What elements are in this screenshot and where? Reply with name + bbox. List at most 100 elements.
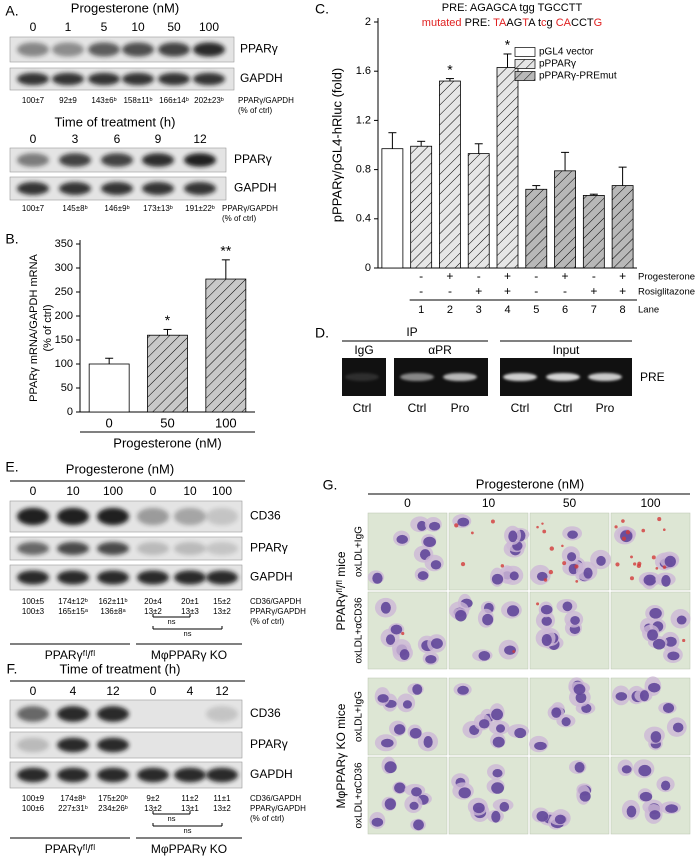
group-label: PPARγᶠˡ/ᶠˡ mice (334, 551, 348, 630)
treatment-sign: + (562, 269, 569, 283)
cell-nucleus (536, 810, 549, 822)
blot-label: GAPDH (240, 71, 283, 85)
blot-band (17, 542, 49, 555)
legend-label: pPPARγ-PREmut (539, 71, 617, 82)
blot-band (88, 42, 120, 57)
lane-label: 6 (114, 132, 121, 146)
cell-nucleus (621, 765, 632, 774)
blot-band (17, 72, 49, 86)
lane-label: 0 (150, 484, 157, 498)
ns-label: ns (168, 814, 176, 823)
lipid-droplet (549, 546, 554, 551)
cell-nucleus (377, 694, 389, 703)
group-label: MφPPARγ KO mice (334, 703, 348, 808)
y-tick-label: 2 (365, 16, 371, 28)
treatment-sign: - (534, 269, 538, 283)
cell-nucleus (534, 741, 547, 751)
cell-nucleus (472, 802, 485, 814)
quant-label: PPARγ/GAPDH (222, 204, 278, 213)
quant-label: PPARγ/GAPDH (238, 96, 294, 105)
quant-value: 100±6 (22, 804, 45, 813)
treatment-sign: + (590, 284, 597, 298)
lipid-droplet (614, 525, 618, 529)
cell-nucleus (478, 650, 491, 661)
blot-band (17, 737, 49, 753)
cell-nucleus (423, 735, 433, 748)
cell-nucleus (643, 574, 657, 586)
x-tick-label: 7 (591, 304, 597, 316)
panel-label: E. (5, 459, 18, 475)
panel-label: G. (323, 477, 338, 493)
cell-nucleus (394, 724, 406, 735)
quant-value: 20±4 (144, 597, 162, 606)
panel-title: Progesterone (nM) (71, 0, 179, 15)
cell-nucleus (409, 727, 422, 739)
blot-band (158, 42, 190, 57)
cell-nucleus (385, 634, 396, 646)
gel-band (443, 373, 477, 381)
lipid-droplet (512, 650, 516, 653)
bar (381, 148, 404, 269)
treatment-sign: + (619, 284, 626, 298)
lipid-droplet (657, 517, 662, 522)
quant-value: 13±1 (181, 804, 199, 813)
cell-nucleus (639, 791, 653, 802)
x-tick-label: 3 (476, 304, 482, 316)
cell-nucleus (491, 708, 504, 721)
blot-label: PPARγ (234, 152, 272, 166)
lipid-droplet (621, 536, 627, 541)
sequence-part: CCT (571, 17, 594, 29)
blot-band (174, 542, 206, 555)
blot-band (206, 706, 238, 722)
lipid-droplet (641, 528, 646, 533)
blot-band (57, 570, 89, 585)
blot-band (142, 182, 174, 195)
treatment-label: Progesterone (638, 272, 695, 283)
quant-value: 173±13ᵇ (143, 204, 173, 213)
y-tick-label: 1.2 (356, 114, 371, 126)
y-tick-label: 100 (55, 358, 73, 370)
y-tick-label: 300 (55, 262, 73, 274)
quant-value: 13±2 (144, 804, 162, 813)
lane-label: 10 (131, 20, 145, 34)
row-label: oxLDL+αCD36 (354, 597, 365, 664)
lane-label: 0 (150, 684, 157, 698)
cell-nucleus (412, 684, 423, 695)
treatment-label: Rosiglitazone (638, 287, 695, 298)
sequence-part: AG (506, 17, 522, 29)
cell-nucleus (664, 555, 676, 568)
y-axis-label: pPPARγ/pGL4-hRluc (fold) (329, 68, 344, 222)
cell-nucleus (380, 601, 391, 614)
cell-nucleus (514, 727, 527, 739)
lipid-droplet (633, 562, 637, 566)
cell-nucleus (676, 615, 687, 625)
cell-nucleus (575, 692, 587, 704)
y-tick-label: 1.6 (356, 65, 371, 77)
blot-band (137, 570, 169, 585)
panel-label: C. (315, 1, 329, 17)
blot-band (184, 182, 216, 195)
quant-value: 146±9ᵇ (104, 204, 129, 213)
lipid-droplet (562, 561, 567, 566)
cell-nucleus (574, 762, 585, 773)
quant-label: CD36/GAPDH (250, 794, 301, 803)
lane-label: 12 (215, 684, 229, 698)
quant-value: 100±7 (22, 204, 45, 213)
x-axis-label: Progesterone (nM) (113, 435, 221, 450)
lipid-droplet (651, 555, 656, 560)
blot-band (59, 153, 91, 167)
treatment-sign: - (592, 269, 596, 283)
quant-value: 175±20ᵇ (98, 794, 128, 803)
treatment-sign: + (504, 269, 511, 283)
quant-value: 13±2 (213, 804, 231, 813)
sequence-part: mutated (422, 17, 462, 29)
blot-band (174, 570, 206, 585)
blot-band (158, 72, 190, 86)
x-tick-label: 1 (418, 304, 424, 316)
quant-value: 162±11ᵇ (98, 597, 127, 606)
cell-nucleus (492, 769, 503, 778)
blot-band (17, 767, 49, 783)
quant-value: 227±31ᵇ (58, 804, 88, 813)
cell-nucleus (384, 798, 396, 810)
